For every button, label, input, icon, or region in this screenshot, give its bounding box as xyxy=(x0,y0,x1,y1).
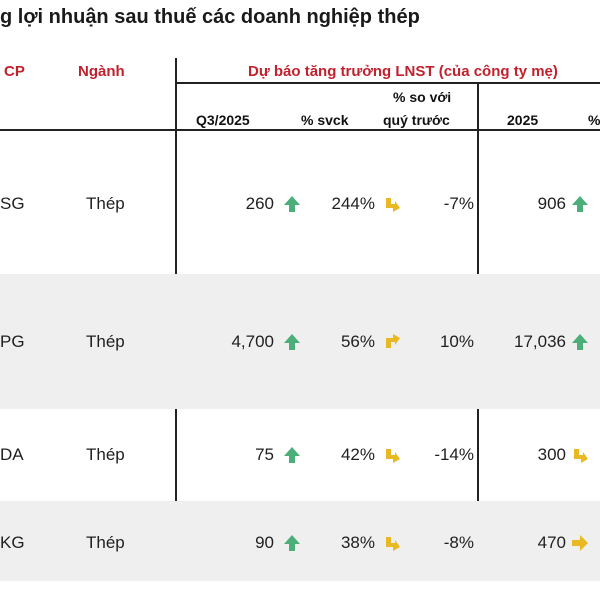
cell-2025: 300 xyxy=(537,445,566,464)
cell-code: DA xyxy=(0,445,24,464)
cell-code: PG xyxy=(0,332,25,351)
page-title: g lợi nhuận sau thuế các doanh nghiệp th… xyxy=(0,6,420,28)
cell-qoq: -7% xyxy=(443,194,474,213)
arrow-down-right-icon xyxy=(383,534,401,552)
cell-sector: Thép xyxy=(86,533,125,552)
arrow-up-right-icon xyxy=(383,333,401,351)
arrow-down-right-icon xyxy=(383,195,401,213)
table-row: SG Thép 260 244% -7% 906 xyxy=(0,131,600,274)
arrow-down-right-icon xyxy=(383,446,401,464)
table-header: CP Ngành Dự báo tăng trưởng LNST (của cô… xyxy=(0,55,600,130)
cell-q3: 90 xyxy=(255,533,274,552)
header-q3: Q3/2025 xyxy=(196,112,250,128)
header-qoq-line2: quý trước xyxy=(383,112,450,128)
cell-code: SG xyxy=(0,194,25,213)
cell-yoy: 244% xyxy=(331,194,375,213)
arrow-up-icon xyxy=(571,333,589,351)
cell-2025: 906 xyxy=(537,194,566,213)
arrow-up-icon xyxy=(283,195,301,213)
table-row: DA Thép 75 42% -14% 300 xyxy=(0,409,600,501)
cell-sector: Thép xyxy=(86,445,125,464)
cell-yoy: 56% xyxy=(340,332,375,351)
cell-code: KG xyxy=(0,533,25,552)
cell-q3: 4,700 xyxy=(231,332,274,351)
arrow-up-icon xyxy=(283,534,301,552)
header-bottom-rule xyxy=(0,129,600,131)
cell-q3: 75 xyxy=(255,445,274,464)
arrow-up-icon xyxy=(283,446,301,464)
cell-qoq: -8% xyxy=(443,533,474,552)
header-2025: 2025 xyxy=(507,112,539,128)
table-row: PG Thép 4,700 56% 10% 17,036 xyxy=(0,274,600,409)
arrow-up-icon xyxy=(571,195,589,213)
cell-2025: 470 xyxy=(537,533,566,552)
header-group: Dự báo tăng trưởng LNST (của công ty mẹ) xyxy=(248,63,558,80)
cell-yoy: 42% xyxy=(340,445,375,464)
cell-q3: 260 xyxy=(245,194,274,213)
header-code: CP xyxy=(4,63,25,80)
header-qoq-line1: % so với xyxy=(393,89,452,105)
cell-qoq: 10% xyxy=(439,332,474,351)
cell-sector: Thép xyxy=(86,194,125,213)
table-row: KG Thép 90 38% -8% 470 xyxy=(0,501,600,581)
cell-yoy: 38% xyxy=(340,533,375,552)
header-yoy: % svck xyxy=(301,112,349,128)
header-cut: % xyxy=(588,112,600,128)
arrow-down-right-icon xyxy=(571,446,589,464)
header-sector: Ngành xyxy=(78,63,125,80)
arrow-right-icon xyxy=(571,534,589,552)
cell-2025: 17,036 xyxy=(514,332,566,351)
arrow-up-icon xyxy=(283,333,301,351)
cell-sector: Thép xyxy=(86,332,125,351)
header-group-rule xyxy=(176,82,600,84)
cell-qoq: -14% xyxy=(434,445,474,464)
